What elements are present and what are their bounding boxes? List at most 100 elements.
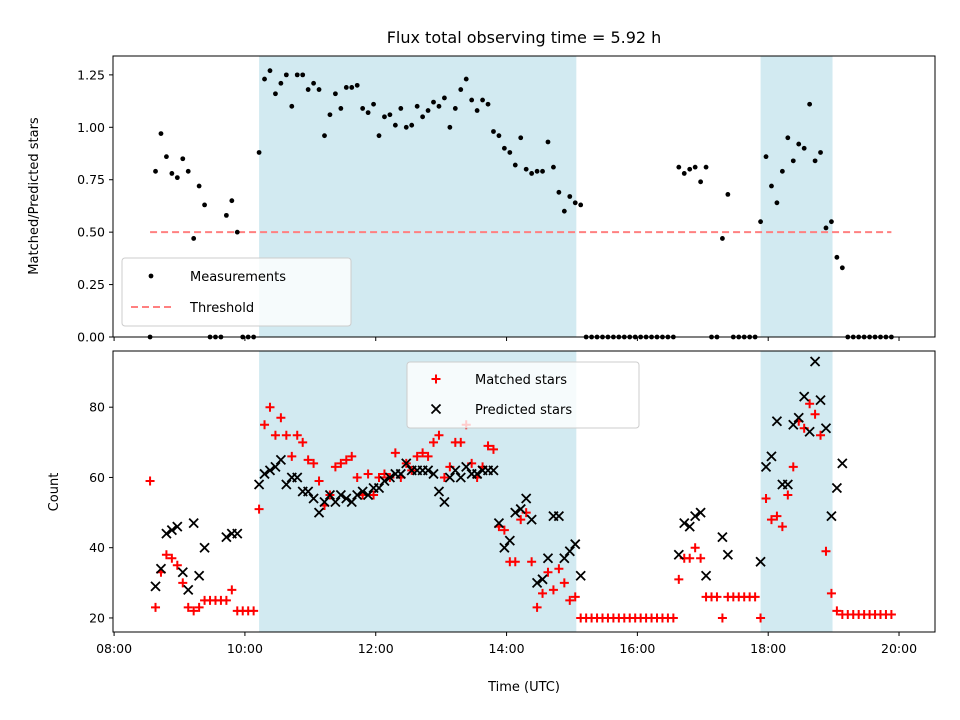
measurement-point — [812, 158, 818, 164]
matched-marker — [434, 430, 444, 440]
matched-marker — [254, 504, 264, 514]
measurement-point — [343, 85, 349, 90]
legend-measurement-symbol — [148, 273, 154, 279]
predicted-marker — [521, 493, 532, 504]
predicted-marker — [155, 563, 167, 574]
matched-marker — [570, 592, 580, 602]
matched-marker — [189, 606, 199, 616]
measurement-point — [398, 106, 404, 111]
legend-matched-symbol — [431, 374, 441, 384]
measurement-point — [196, 183, 202, 189]
matched-marker — [766, 515, 776, 525]
predicted-marker — [815, 395, 826, 406]
predicted-marker — [531, 577, 543, 588]
measurement-point — [431, 99, 436, 105]
measurement-point — [311, 80, 316, 86]
matched-marker — [439, 472, 449, 482]
measurement-point — [300, 72, 306, 78]
measurement-point — [480, 97, 485, 103]
matched-marker — [336, 458, 346, 468]
legend-box — [121, 257, 352, 327]
measurement-point — [507, 150, 513, 155]
measurement-point — [801, 145, 807, 151]
measurement-point — [229, 198, 235, 204]
predicted-marker — [303, 486, 314, 497]
measurement-point — [289, 103, 295, 109]
predicted-marker — [564, 546, 575, 557]
measurement-point — [223, 212, 229, 218]
predicted-marker — [471, 468, 483, 480]
measurement-point — [338, 106, 344, 111]
predicted-marker — [193, 570, 205, 581]
predicted-marker — [722, 549, 734, 560]
measurement-point — [839, 265, 845, 271]
predicted-marker — [253, 479, 265, 490]
measurement-point — [763, 154, 769, 160]
measurement-point — [387, 112, 393, 118]
measurement-point — [523, 166, 529, 172]
matched-marker — [783, 490, 793, 500]
matched-marker — [674, 574, 684, 584]
predicted-marker — [166, 525, 178, 536]
measurement-point — [676, 164, 682, 170]
matched-marker — [538, 588, 548, 598]
predicted-marker — [346, 496, 357, 508]
measurement-point — [790, 158, 796, 164]
measurement-point — [365, 110, 371, 116]
y-tick-label: 40 — [89, 540, 105, 555]
measurement-point — [169, 171, 175, 176]
predicted-marker — [559, 553, 570, 564]
predicted-marker — [324, 489, 336, 501]
matched-marker — [717, 613, 727, 623]
matched-marker — [805, 399, 815, 409]
measurement-point — [529, 171, 535, 176]
measurement-point — [267, 68, 273, 74]
matched-marker — [314, 476, 324, 486]
predicted-marker — [831, 482, 843, 494]
measurement-point — [469, 97, 475, 103]
predicted-marker — [270, 461, 281, 473]
legend-predicted-symbol — [430, 403, 442, 415]
predicted-marker — [504, 535, 515, 546]
matched-marker — [429, 437, 439, 447]
measurement-point — [720, 236, 725, 241]
matched-marker — [826, 588, 836, 598]
predicted-marker — [493, 517, 505, 529]
axes-frame — [112, 55, 936, 338]
predicted-marker — [575, 570, 586, 581]
chart-title: Flux total observing time = 5.92 h — [387, 28, 662, 47]
matched-marker — [183, 602, 193, 612]
measurement-point — [371, 101, 376, 107]
measurement-point — [556, 189, 562, 195]
x-tick-label: 16:00 — [619, 641, 655, 656]
matched-marker — [161, 550, 171, 560]
matched-marker — [816, 430, 826, 440]
x-tick-label: 14:00 — [489, 641, 525, 656]
measurement-point — [578, 202, 584, 208]
matched-marker — [810, 409, 820, 419]
predicted-marker — [330, 496, 341, 508]
predicted-marker — [515, 503, 526, 515]
predicted-marker — [281, 479, 292, 490]
predicted-marker — [782, 479, 793, 490]
measurement-point — [698, 179, 704, 185]
predicted-marker — [401, 458, 412, 469]
predicted-marker — [188, 517, 199, 529]
predicted-marker — [275, 454, 287, 466]
measurement-point — [174, 175, 180, 181]
predicted-marker — [362, 489, 374, 501]
predicted-marker — [526, 514, 537, 525]
predicted-marker — [461, 461, 472, 473]
measurement-point — [262, 76, 267, 82]
predicted-marker — [717, 532, 728, 543]
legend-predicted-label: Predicted stars — [475, 403, 572, 418]
y-axis-label-top: Matched/Predicted stars — [27, 117, 42, 275]
measurement-point — [758, 219, 763, 225]
matched-marker — [685, 553, 695, 563]
matched-marker — [276, 413, 286, 423]
count-panel: 20 40 60 80 08:00 10:00 12:00 14:00 16:00 18:00 20… — [89, 350, 936, 656]
measurement-point — [534, 168, 540, 174]
predicted-marker — [450, 465, 461, 476]
y-tick-label: 0.50 — [77, 225, 105, 240]
